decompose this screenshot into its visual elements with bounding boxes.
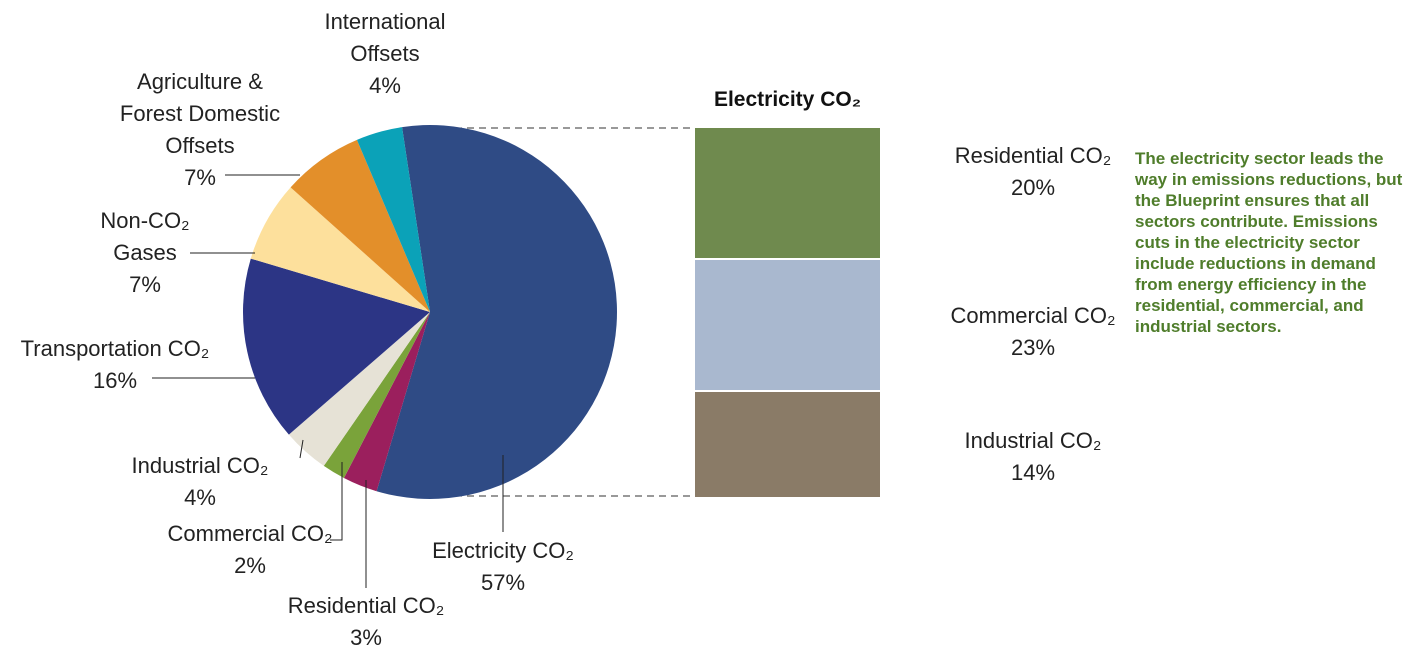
breakdown-percent: 14% — [933, 457, 1133, 489]
slice-name: Electricity CO₂ — [403, 535, 603, 567]
photo-gears — [695, 392, 880, 497]
slice-percent: 3% — [266, 622, 466, 649]
note: The electricity sector leads the way in … — [1135, 148, 1415, 337]
photo-building — [695, 260, 880, 390]
slice-percent: 16% — [5, 365, 225, 397]
slice-percent: 7% — [110, 162, 290, 194]
slice-name: Non-CO₂ Gases — [95, 205, 195, 269]
breakdown-title: Electricity CO₂ — [695, 88, 880, 112]
breakdown-name: Residential CO₂ — [933, 140, 1133, 172]
slice-percent: 4% — [310, 70, 460, 102]
slice-name: Transportation CO₂ — [5, 333, 225, 365]
slice-name: Industrial CO₂ — [100, 450, 300, 482]
breakdown-name: Commercial CO₂ — [933, 300, 1133, 332]
slice-percent: 7% — [95, 269, 195, 301]
slice-name: Agriculture & Forest Domestic Offsets — [110, 66, 290, 162]
slice-name: Commercial CO₂ — [150, 518, 350, 550]
breakdown-percent: 23% — [933, 332, 1133, 364]
slice-percent: 2% — [150, 550, 350, 582]
slice-percent: 4% — [100, 482, 300, 514]
page: Electricity CO₂ The electricity sector l… — [0, 0, 1422, 649]
breakdown-percent: 20% — [933, 172, 1133, 204]
slice-name: Residential CO₂ — [266, 590, 466, 622]
photo-house — [695, 128, 880, 258]
breakdown-name: Industrial CO₂ — [933, 425, 1133, 457]
slice-name: International Offsets — [310, 6, 460, 70]
